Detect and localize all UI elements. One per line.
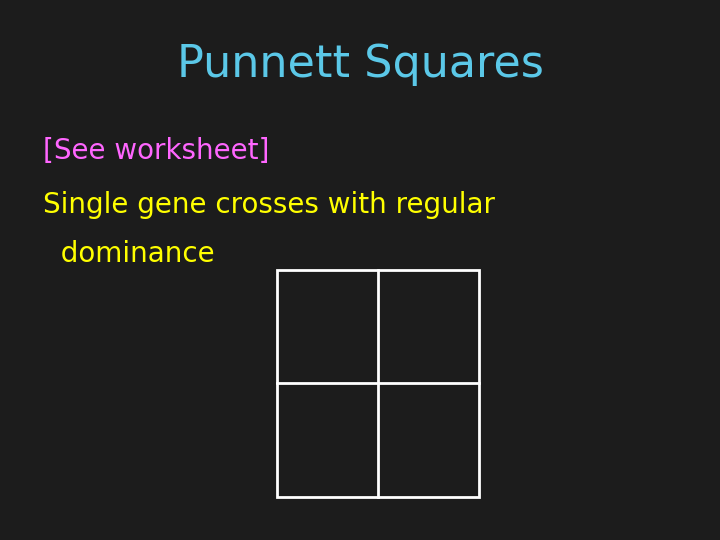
Text: Punnett Squares: Punnett Squares <box>176 43 544 86</box>
Text: Single gene crosses with regular: Single gene crosses with regular <box>43 191 495 219</box>
Text: [See worksheet]: [See worksheet] <box>43 137 269 165</box>
Bar <box>277 270 479 497</box>
Text: dominance: dominance <box>43 240 215 268</box>
